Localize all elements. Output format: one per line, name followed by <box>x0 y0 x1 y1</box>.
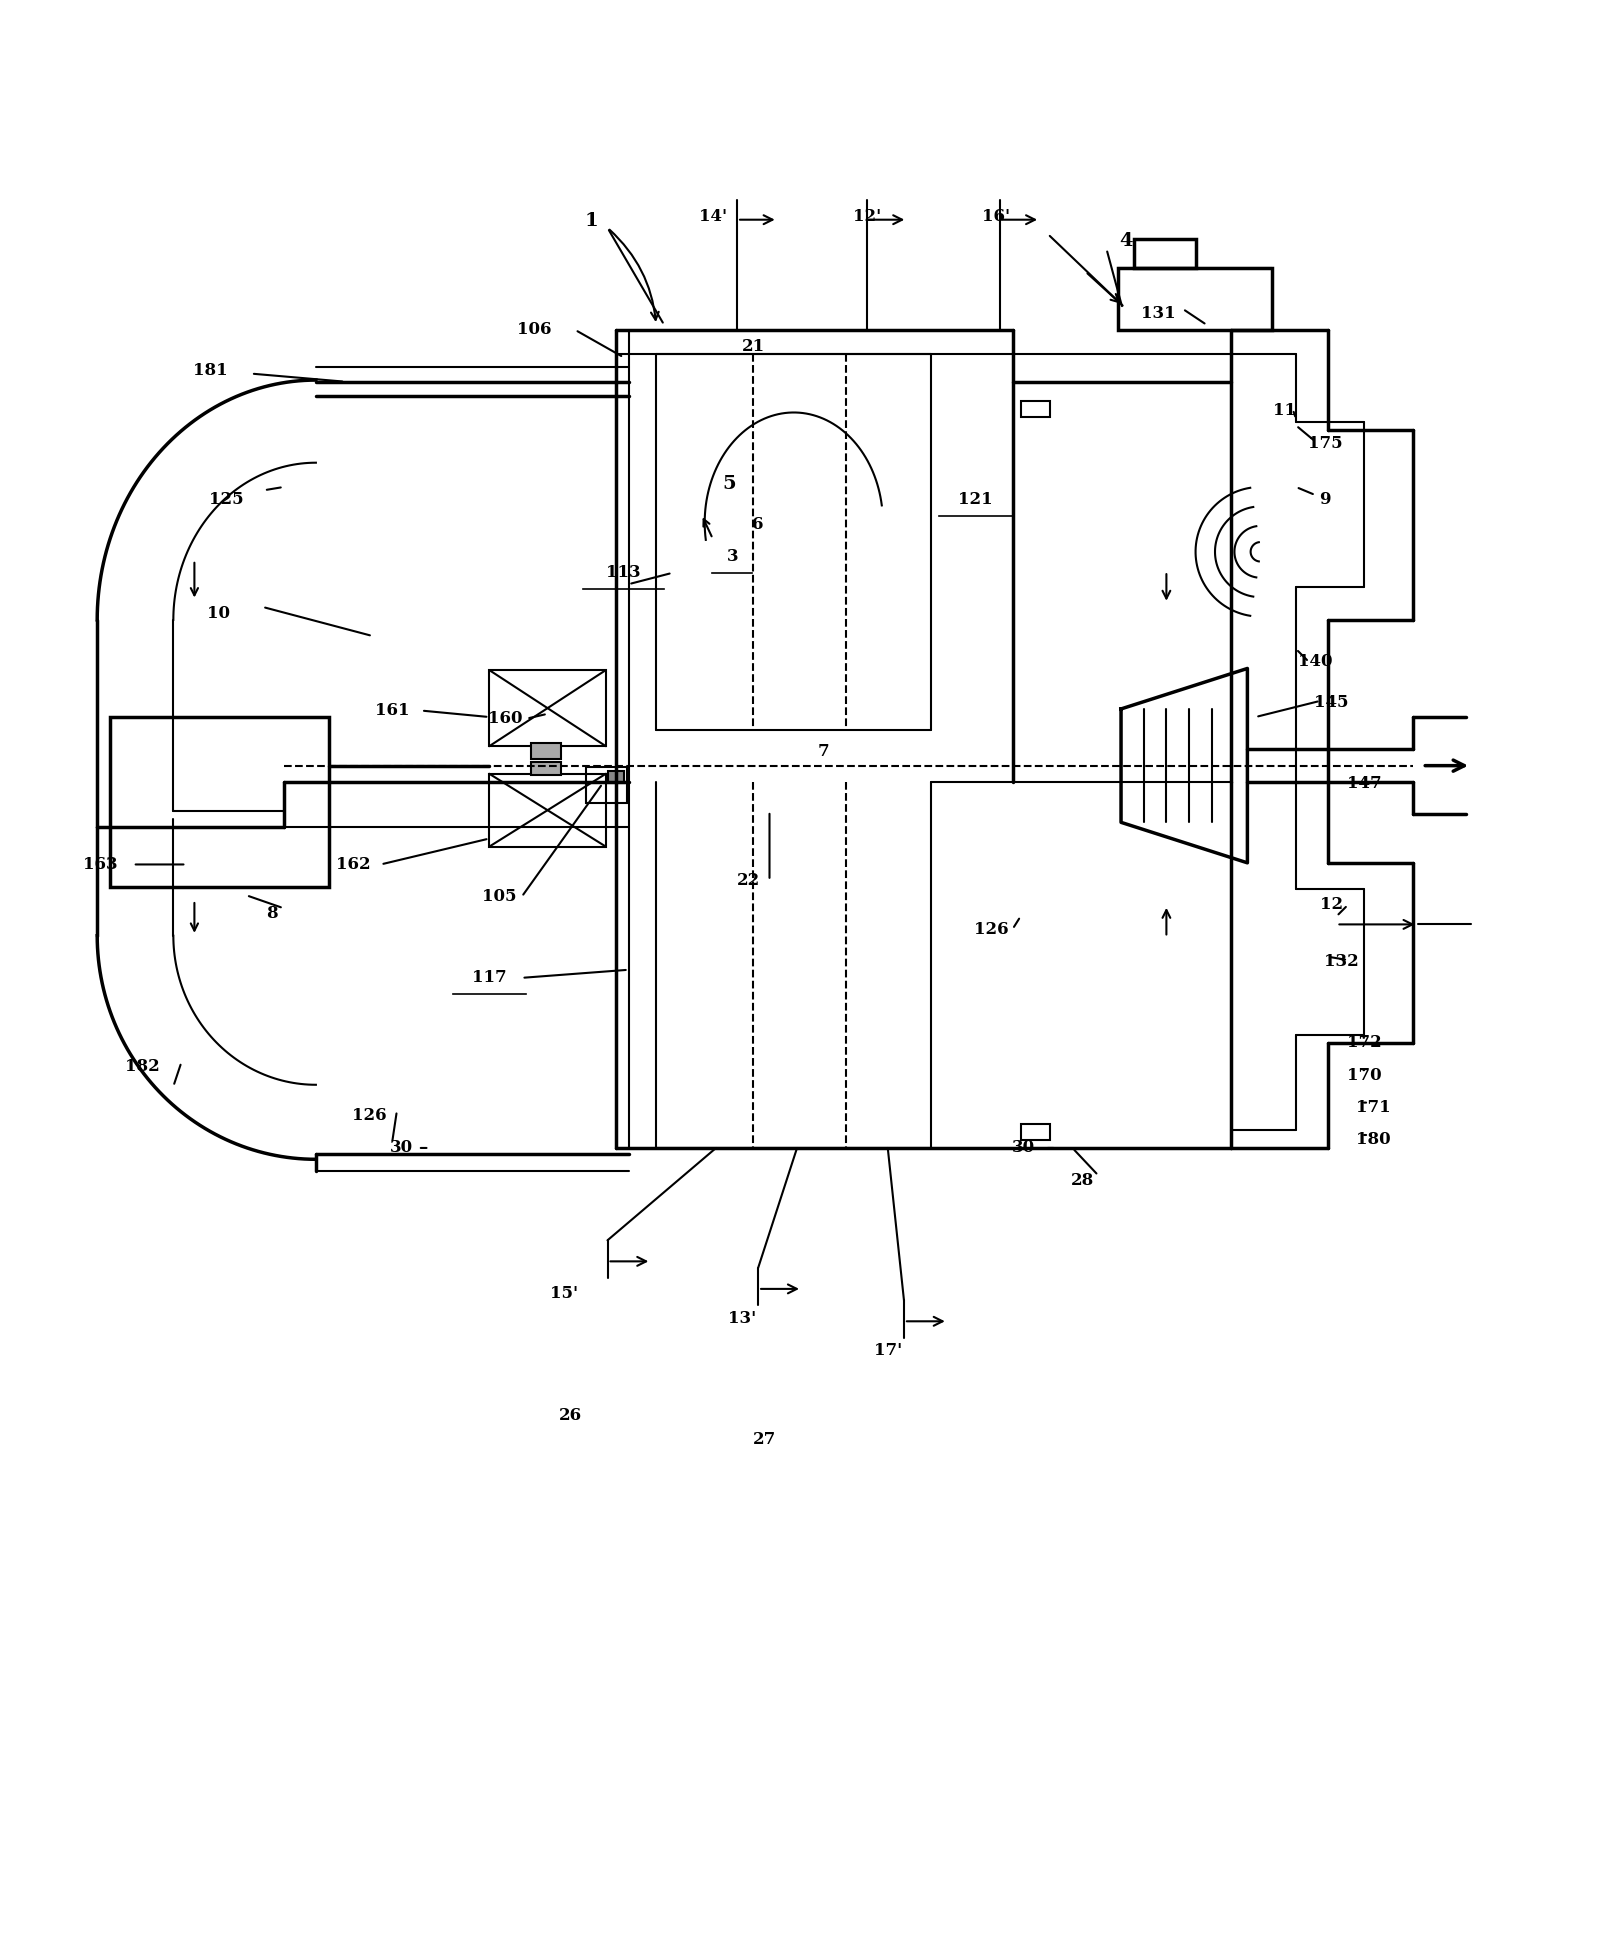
Text: 30: 30 <box>1012 1140 1035 1156</box>
Text: 170: 170 <box>1346 1066 1382 1084</box>
Text: 28: 28 <box>1071 1171 1094 1189</box>
Text: 13': 13' <box>727 1310 757 1327</box>
Text: 16': 16' <box>982 208 1011 226</box>
Bar <box>1021 1123 1050 1140</box>
Text: 117: 117 <box>471 969 507 987</box>
Text: 140: 140 <box>1298 654 1333 671</box>
Bar <box>586 767 627 804</box>
Text: 9: 9 <box>1319 492 1332 508</box>
Text: 180: 180 <box>1356 1131 1392 1148</box>
Text: 4: 4 <box>1119 232 1132 249</box>
Text: 7: 7 <box>816 743 829 759</box>
Text: 12: 12 <box>1320 897 1343 913</box>
Text: 113: 113 <box>606 564 642 582</box>
Text: 160: 160 <box>488 710 523 728</box>
Text: 26: 26 <box>559 1407 582 1424</box>
Text: 8: 8 <box>266 905 279 922</box>
Text: 162: 162 <box>335 856 371 874</box>
Text: 105: 105 <box>481 889 517 905</box>
Bar <box>608 771 624 784</box>
Text: 182: 182 <box>125 1059 160 1076</box>
Text: 22: 22 <box>737 872 760 889</box>
Text: 106: 106 <box>517 321 552 339</box>
Text: 171: 171 <box>1356 1099 1392 1115</box>
Text: 172: 172 <box>1346 1033 1382 1051</box>
Text: 17': 17' <box>873 1343 902 1358</box>
Bar <box>110 716 329 887</box>
Text: 10: 10 <box>207 605 230 623</box>
Text: 14': 14' <box>698 208 727 226</box>
Text: 161: 161 <box>374 703 410 720</box>
Text: 3: 3 <box>726 549 739 564</box>
Bar <box>1021 401 1050 416</box>
Text: 6: 6 <box>752 516 765 533</box>
Text: 125: 125 <box>209 492 245 508</box>
Text: 145: 145 <box>1314 695 1349 710</box>
Text: 131: 131 <box>1140 306 1176 323</box>
Text: 11: 11 <box>1273 403 1296 418</box>
Text: 132: 132 <box>1324 954 1359 971</box>
Text: 1: 1 <box>585 212 598 230</box>
Text: 21: 21 <box>742 337 765 354</box>
Text: 147: 147 <box>1346 775 1382 792</box>
Text: 5: 5 <box>723 475 735 492</box>
Bar <box>489 669 606 745</box>
Bar <box>1134 239 1196 269</box>
Bar <box>489 775 606 847</box>
Text: 12': 12' <box>852 208 881 226</box>
Text: 30: 30 <box>390 1140 413 1156</box>
Bar <box>1118 269 1272 331</box>
Text: 121: 121 <box>957 492 993 508</box>
Bar <box>531 763 561 775</box>
Text: 126: 126 <box>352 1107 387 1125</box>
Text: 15': 15' <box>549 1284 578 1302</box>
Text: 181: 181 <box>193 362 228 379</box>
Text: 126: 126 <box>974 920 1009 938</box>
Text: 175: 175 <box>1307 434 1343 451</box>
Text: 163: 163 <box>83 856 118 874</box>
Text: 27: 27 <box>753 1430 776 1448</box>
Bar <box>531 743 561 759</box>
